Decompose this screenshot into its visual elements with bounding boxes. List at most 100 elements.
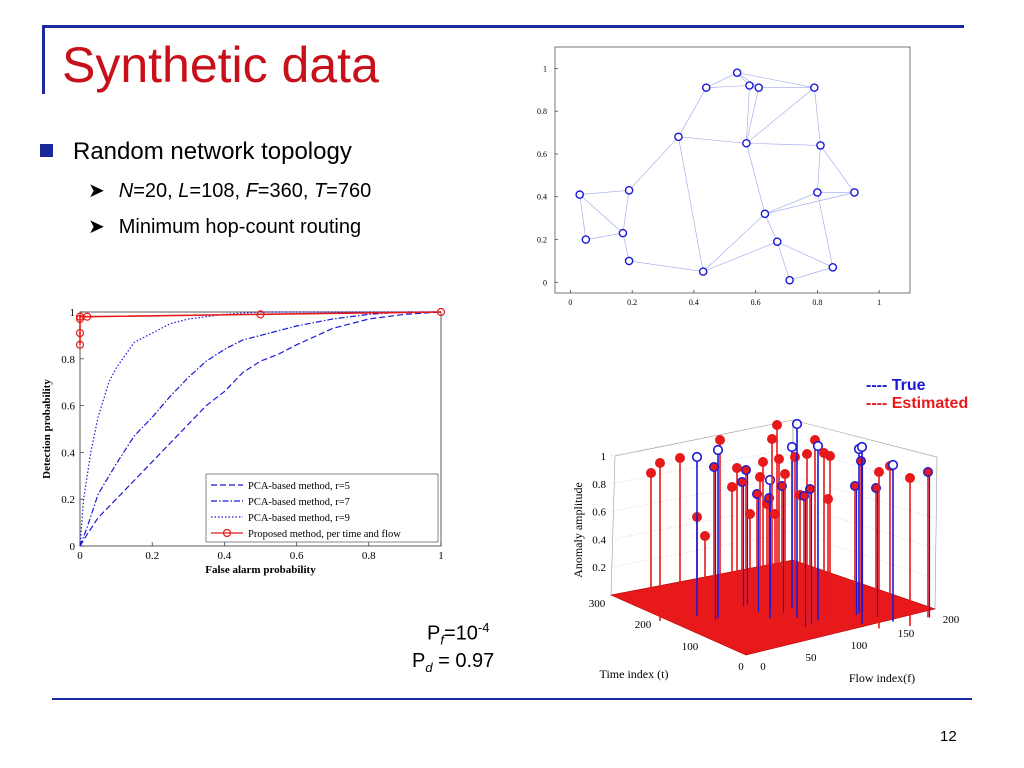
stem-marker-true xyxy=(764,474,776,486)
network-edge xyxy=(736,72,759,88)
stem-marker-estimated xyxy=(776,480,787,491)
network-edge xyxy=(706,85,750,88)
stem-marker-estimated xyxy=(674,453,685,464)
stem-marker-estimated xyxy=(856,456,867,467)
network-edge xyxy=(579,190,630,195)
network-edge xyxy=(622,190,630,234)
network-edge xyxy=(702,213,766,272)
stem3d-legend: ---- True ---- Estimated xyxy=(866,377,968,413)
network-edge xyxy=(764,192,855,215)
z-tick-label: 0.2 xyxy=(592,562,606,574)
title-rule-vertical xyxy=(42,28,45,94)
stem-marker-estimated xyxy=(874,467,885,478)
param-t-value: =760 xyxy=(326,180,372,202)
network-node xyxy=(760,209,770,219)
network-node xyxy=(674,132,683,142)
network-node xyxy=(754,83,764,92)
y-tick-label: 0 xyxy=(543,278,547,287)
x-axis-label: False alarm probability xyxy=(205,564,316,576)
pd-eq: = 0.97 xyxy=(432,650,495,672)
x-tick-label: 0.6 xyxy=(751,298,761,307)
stem-marker-true xyxy=(887,459,899,471)
stem-marker-estimated xyxy=(823,493,834,504)
stem-marker-estimated xyxy=(871,482,882,493)
legend-entry: PCA-based method, r=5 xyxy=(248,481,350,492)
y-axis-label: Flow index(f) xyxy=(849,671,915,685)
z-tick-label: 0.4 xyxy=(592,534,606,546)
y-tick-label: 1 xyxy=(70,307,76,319)
y-tick-label: 200 xyxy=(943,614,960,626)
x-tick-label: 0.8 xyxy=(362,550,376,562)
stem-marker-estimated xyxy=(736,476,747,487)
x-tick-label: 0 xyxy=(77,550,83,562)
stem3d-gridline xyxy=(610,531,936,579)
network-edge xyxy=(746,142,821,146)
network-edge xyxy=(746,87,760,144)
stem3d-gridline xyxy=(610,475,936,519)
square-bullet-icon xyxy=(40,144,53,158)
stem-marker-estimated xyxy=(740,465,751,476)
y-tick-label: 100 xyxy=(851,640,868,652)
network-edge xyxy=(678,87,707,137)
stem-marker-estimated xyxy=(714,435,725,446)
roc-point-marker xyxy=(83,312,92,321)
pd-base: P xyxy=(412,650,426,672)
arrow-bullet-icon: ➤ xyxy=(88,180,105,202)
arrow-bullet-icon: ➤ xyxy=(88,216,105,238)
y-tick-label: 0.2 xyxy=(537,236,547,245)
network-edge xyxy=(703,241,778,272)
x-tick-label: 0.2 xyxy=(627,298,637,307)
legend-entry: PCA-based method, r=9 xyxy=(248,513,350,524)
param-l-symbol: L xyxy=(178,180,190,202)
z-tick-label: 0.8 xyxy=(592,479,606,491)
network-edge xyxy=(764,213,778,242)
stem-marker-estimated xyxy=(905,473,916,484)
stem-marker-estimated xyxy=(751,488,762,499)
roc-legend-box xyxy=(205,473,439,543)
network-node xyxy=(816,141,825,150)
pf-sub: f xyxy=(440,632,444,648)
network-edge xyxy=(764,192,818,215)
stem-marker-true xyxy=(812,440,824,452)
stem-marker-true xyxy=(856,441,868,453)
network-node xyxy=(772,237,782,246)
z-axis-label: Anomaly amplitude xyxy=(571,482,585,578)
param-f-value: =360, xyxy=(257,180,314,202)
stem-marker-estimated xyxy=(757,457,768,468)
stem3d-gridline xyxy=(610,419,936,458)
stem-marker-estimated xyxy=(654,458,665,469)
x-tick-label: 0.8 xyxy=(812,298,822,307)
stem-marker-estimated xyxy=(850,480,861,491)
stem-marker-true xyxy=(791,418,803,430)
roc-point-marker xyxy=(436,307,446,317)
stem-marker-estimated xyxy=(731,463,742,474)
x-axis-label: Time index (t) xyxy=(600,667,669,681)
stem-marker-estimated xyxy=(923,467,934,478)
x-tick-label: 0 xyxy=(568,298,572,307)
pd-value: Pd = 0.97 xyxy=(412,650,494,675)
stem-marker-estimated xyxy=(645,468,656,479)
network-node xyxy=(785,275,794,285)
network-node xyxy=(850,188,859,197)
roc-point-marker xyxy=(256,310,265,319)
network-edge xyxy=(585,232,623,240)
network-edge xyxy=(622,233,630,261)
network-node xyxy=(581,235,591,244)
bullet-main-text: Random network topology xyxy=(73,138,352,165)
y-tick-label: 0.4 xyxy=(61,447,75,459)
stem-marker-estimated xyxy=(779,469,790,480)
stem-marker-estimated xyxy=(801,449,812,460)
stem-marker-true xyxy=(712,444,724,456)
y-tick-label: 0.6 xyxy=(537,150,547,159)
network-edge xyxy=(817,145,821,193)
bullet-main: Random network topology xyxy=(40,138,352,166)
roc-series-line xyxy=(79,311,442,547)
stem-marker-estimated xyxy=(771,419,782,431)
network-edge xyxy=(777,241,833,268)
x-tick-label: 100 xyxy=(682,641,699,653)
x-tick-label: 300 xyxy=(589,598,606,610)
roc-plot: 0 0.2 0.4 0.6 0.8 1 0 0.2 0.4 0.6 0.8 1 False alarm … xyxy=(41,307,446,576)
topology-plot: 0 0.2 0.4 0.6 0.8 1 0 0.2 0.4 0.6 0.8 1 xyxy=(537,46,911,307)
network-node xyxy=(813,188,822,197)
network-edge xyxy=(706,72,738,88)
